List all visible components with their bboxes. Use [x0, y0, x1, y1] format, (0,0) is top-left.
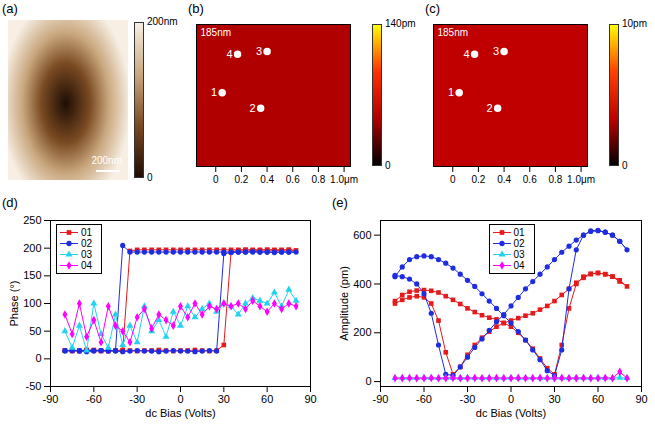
svg-text:Amplitude (pm): Amplitude (pm) [338, 266, 350, 341]
svg-text:-30: -30 [460, 393, 476, 405]
svg-text:200: 200 [353, 326, 371, 338]
svg-text:-90: -90 [43, 393, 59, 405]
html-text:200nm: 200nm [91, 155, 122, 166]
html-text:04: 04 [513, 260, 525, 271]
svg-text:60: 60 [261, 393, 273, 405]
svg-text:50: 50 [29, 325, 41, 337]
svg-text:30: 30 [548, 393, 560, 405]
svg-text:1: 1 [211, 86, 217, 98]
html-text:(e): (e) [332, 195, 348, 210]
svg-text:0: 0 [508, 393, 514, 405]
html-text:01: 01 [513, 227, 525, 238]
svg-text:0.4: 0.4 [497, 174, 511, 185]
svg-text:60: 60 [592, 393, 604, 405]
svg-text:Phase (°): Phase (°) [8, 281, 20, 327]
svg-text:-60: -60 [86, 393, 102, 405]
svg-text:30: 30 [218, 393, 230, 405]
svg-text:0.2: 0.2 [234, 174, 248, 185]
svg-text:1.0μm: 1.0μm [330, 174, 358, 185]
html-text:03: 03 [81, 249, 93, 260]
svg-text:4: 4 [464, 48, 470, 60]
svg-text:-50: -50 [26, 380, 42, 392]
html-text:04: 04 [81, 260, 93, 271]
svg-text:0: 0 [35, 352, 41, 364]
html-text:02: 02 [513, 238, 525, 249]
svg-text:-60: -60 [416, 393, 432, 405]
svg-text:0: 0 [177, 393, 183, 405]
html-text:0: 0 [622, 160, 628, 171]
svg-text:4: 4 [227, 48, 233, 60]
svg-text:90: 90 [635, 393, 647, 405]
svg-text:90: 90 [304, 393, 316, 405]
svg-text:0.2: 0.2 [471, 174, 485, 185]
svg-text:400: 400 [353, 277, 371, 289]
svg-text:2: 2 [250, 102, 256, 114]
svg-text:1: 1 [448, 86, 454, 98]
svg-text:0: 0 [450, 174, 456, 185]
svg-text:0.6: 0.6 [523, 174, 537, 185]
svg-text:100: 100 [23, 297, 41, 309]
html-text:140pm: 140pm [385, 18, 416, 29]
svg-text:0.8: 0.8 [548, 174, 562, 185]
svg-text:150: 150 [23, 269, 41, 281]
svg-text:3: 3 [493, 45, 499, 57]
svg-text:0.8: 0.8 [311, 174, 325, 185]
html-text:0: 0 [385, 160, 391, 171]
svg-text:1.0μm: 1.0μm [567, 174, 595, 185]
svg-text:185nm: 185nm [438, 27, 469, 38]
svg-text:dc Bias (Volts): dc Bias (Volts) [476, 407, 546, 419]
svg-text:-30: -30 [129, 393, 145, 405]
svg-text:200: 200 [23, 242, 41, 254]
svg-text:600: 600 [353, 229, 371, 241]
html-text:(c): (c) [425, 1, 441, 16]
svg-text:185nm: 185nm [201, 27, 232, 38]
svg-text:0.6: 0.6 [286, 174, 300, 185]
html-text:(a): (a) [2, 1, 18, 16]
html-text:03: 03 [513, 249, 525, 260]
html-text:10pm: 10pm [622, 18, 647, 29]
html-text:0: 0 [147, 172, 153, 183]
html-text:200nm: 200nm [147, 16, 178, 27]
svg-text:0: 0 [365, 375, 371, 387]
html-text:01: 01 [81, 227, 93, 238]
svg-text:-90: -90 [373, 393, 389, 405]
svg-text:250: 250 [23, 214, 41, 226]
svg-text:3: 3 [256, 45, 262, 57]
html-text:(b): (b) [188, 1, 204, 16]
svg-text:dc Bias (Volts): dc Bias (Volts) [145, 407, 215, 419]
html-text:(d): (d) [2, 195, 18, 210]
svg-text:2: 2 [487, 102, 493, 114]
svg-text:0: 0 [213, 174, 219, 185]
html-text:02: 02 [81, 238, 93, 249]
svg-text:0.4: 0.4 [260, 174, 274, 185]
